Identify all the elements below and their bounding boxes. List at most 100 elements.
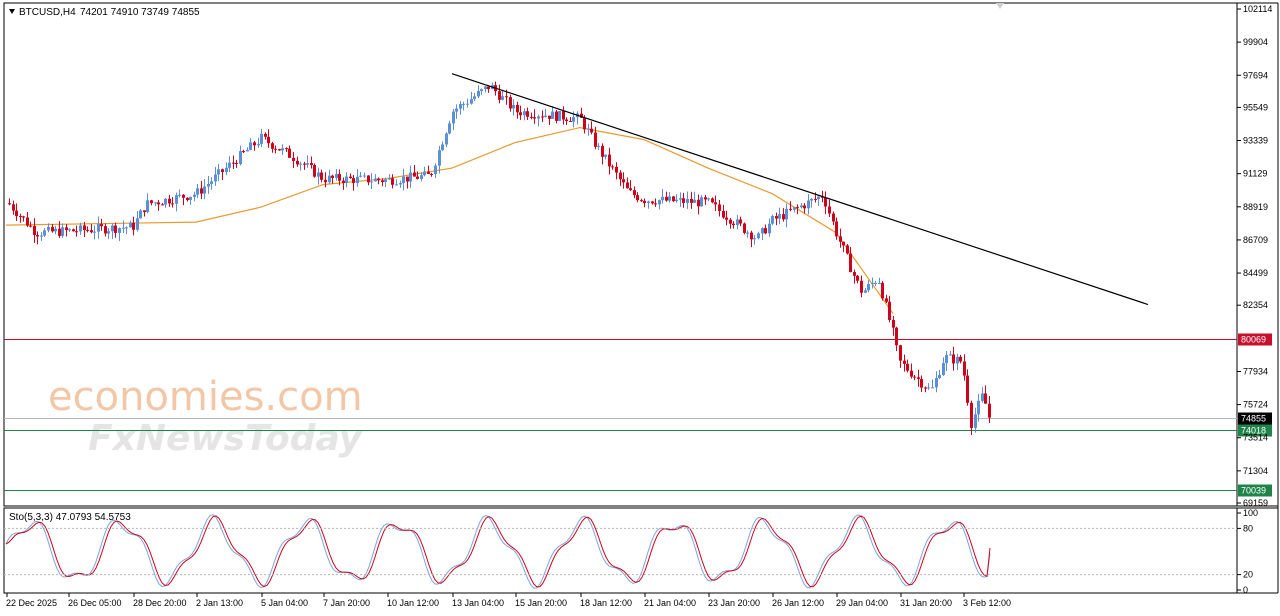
stochastic-tick-label: 0 [1243, 585, 1248, 595]
candle-body [129, 222, 132, 228]
price-tick-label: 95549 [1243, 102, 1268, 112]
candle-body [966, 375, 969, 403]
price-tick-label: 86709 [1243, 235, 1268, 245]
candle-body [881, 282, 884, 299]
level-price-tag [1238, 412, 1272, 425]
candle-body [537, 116, 540, 119]
candle-body [849, 253, 852, 273]
candle-body [93, 231, 96, 233]
level-price-label: 74855 [1241, 414, 1266, 424]
candle-body [789, 208, 792, 210]
time-tick-label: 21 Jan 04:00 [644, 598, 696, 608]
price-tick-label: 71304 [1243, 466, 1268, 476]
candle-body [75, 231, 78, 233]
candle-body [271, 143, 274, 149]
price-tick-label: 97694 [1243, 70, 1268, 80]
candle-body [619, 172, 622, 180]
candle-body [324, 179, 327, 183]
time-tick-label: 18 Jan 12:00 [580, 598, 632, 608]
candle-body [707, 198, 710, 200]
candle-body [746, 232, 749, 234]
candle-body [136, 218, 139, 230]
candle-body [860, 280, 863, 293]
time-tick-label: 23 Jan 20:00 [708, 598, 760, 608]
level-price-tag [1238, 484, 1272, 497]
candle-body [597, 145, 600, 147]
candle-body [122, 227, 125, 229]
candle-body [640, 200, 643, 202]
candle-body [899, 345, 902, 361]
candle-body [363, 175, 366, 177]
candle-body [161, 204, 164, 206]
candle-body [157, 202, 160, 205]
candle-body [459, 104, 462, 109]
level-price-label: 70039 [1241, 486, 1266, 496]
candle-body [594, 132, 597, 147]
candle-body [785, 208, 788, 220]
time-axis: 22 Dec 2025 26 Dec 05:00 28 Dec 20:00 2 Jan… [6, 593, 1011, 608]
candle-body [864, 290, 867, 293]
candle-body [310, 163, 313, 166]
candle-body [580, 113, 583, 118]
candle-body [668, 196, 671, 201]
trendline[interactable] [451, 73, 1149, 306]
candle-body [402, 176, 405, 184]
candle-body [828, 206, 831, 214]
candle-body [643, 200, 646, 204]
candle-body [377, 178, 380, 181]
candle-body [658, 200, 661, 205]
level-price-tag [1238, 333, 1272, 346]
trendline-group[interactable] [451, 73, 1149, 306]
candle-body [349, 176, 352, 179]
candle-body [452, 111, 455, 124]
candle-body [416, 176, 419, 179]
candle-body [171, 203, 174, 205]
candle-body [793, 207, 796, 210]
candle-body [132, 222, 135, 230]
candle-body [8, 203, 11, 205]
candle-body [856, 275, 859, 281]
candle-body [47, 226, 50, 231]
candle-body [587, 128, 590, 130]
scroll-marker-icon[interactable] [996, 3, 1004, 9]
candle-body [981, 393, 984, 401]
candle-body [359, 175, 362, 177]
candle-body [186, 197, 189, 200]
candle-body [43, 230, 46, 236]
candle-body [555, 111, 558, 121]
candle-body [888, 301, 891, 320]
candle-body [917, 377, 920, 379]
moving-average-line[interactable] [5, 126, 894, 314]
candle-body [803, 205, 806, 209]
candle-body [29, 225, 32, 227]
time-tick-label: 26 Jan 12:00 [772, 598, 824, 608]
candle-body [533, 117, 536, 119]
candle-body [445, 133, 448, 145]
candle-body [690, 198, 693, 203]
candle-body [608, 154, 611, 167]
candle-body [679, 198, 682, 200]
candle-body [704, 197, 707, 200]
candle-body [367, 175, 370, 183]
candle-body [974, 414, 977, 428]
time-tick-label: 13 Jan 04:00 [452, 598, 504, 608]
candle-body [913, 376, 916, 378]
stochastic-label: Sto(5,3,3) 47.0793 54.5753 [9, 512, 131, 523]
candle-body [615, 166, 618, 173]
candle-body [938, 374, 941, 379]
stochastic-tick-label: 20 [1243, 570, 1253, 580]
candle-body [54, 228, 57, 232]
candle-body [651, 201, 654, 204]
candle-body [782, 214, 785, 220]
candle-body [438, 150, 441, 166]
candle-body [558, 111, 561, 121]
candle-body [182, 194, 185, 198]
candle-body [303, 163, 306, 165]
price-tick-label: 69159 [1243, 498, 1268, 508]
triangle-down-icon[interactable] [9, 9, 15, 14]
candle-body [388, 178, 391, 180]
main-chart-frame [3, 2, 1238, 507]
candle-body [824, 197, 827, 207]
